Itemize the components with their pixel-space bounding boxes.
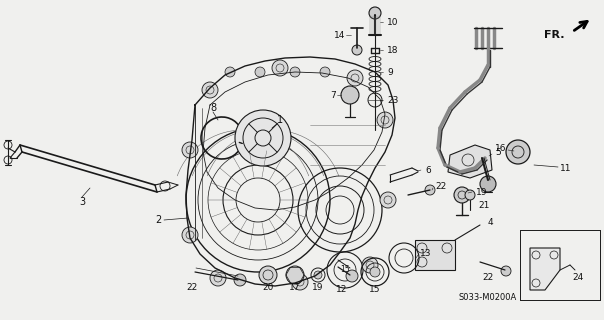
Circle shape xyxy=(347,70,363,86)
Text: 21: 21 xyxy=(478,201,489,210)
Circle shape xyxy=(292,274,308,290)
Polygon shape xyxy=(530,248,560,290)
Text: 22: 22 xyxy=(435,181,446,190)
Circle shape xyxy=(454,187,470,203)
Circle shape xyxy=(272,60,288,76)
Circle shape xyxy=(202,82,218,98)
Circle shape xyxy=(370,267,380,277)
Circle shape xyxy=(259,266,277,284)
Text: 9: 9 xyxy=(387,68,393,76)
Circle shape xyxy=(506,140,530,164)
Circle shape xyxy=(341,86,359,104)
Circle shape xyxy=(480,176,496,192)
Circle shape xyxy=(501,266,511,276)
Circle shape xyxy=(225,67,235,77)
Text: 5: 5 xyxy=(495,148,501,156)
Circle shape xyxy=(182,227,198,243)
Circle shape xyxy=(377,112,393,128)
Circle shape xyxy=(369,7,381,19)
Text: 20: 20 xyxy=(262,284,274,292)
Text: 6: 6 xyxy=(425,165,431,174)
Circle shape xyxy=(210,270,226,286)
Text: 19: 19 xyxy=(312,284,324,292)
Text: 22: 22 xyxy=(483,274,493,283)
Text: 7: 7 xyxy=(330,91,336,100)
Circle shape xyxy=(352,45,362,55)
Circle shape xyxy=(255,67,265,77)
Circle shape xyxy=(425,185,435,195)
Text: 11: 11 xyxy=(560,164,571,172)
Text: 19: 19 xyxy=(476,188,487,196)
Circle shape xyxy=(286,266,304,284)
Text: 2: 2 xyxy=(156,215,162,225)
Circle shape xyxy=(290,67,300,77)
Text: 1: 1 xyxy=(277,115,283,125)
Circle shape xyxy=(235,110,291,166)
Text: 14: 14 xyxy=(333,30,345,39)
Text: 10: 10 xyxy=(387,18,399,27)
Text: 15: 15 xyxy=(340,266,350,275)
Text: 8: 8 xyxy=(210,103,216,113)
Text: 24: 24 xyxy=(572,274,583,283)
Text: 17: 17 xyxy=(289,284,301,292)
Circle shape xyxy=(380,192,396,208)
Text: 23: 23 xyxy=(387,95,399,105)
Text: FR.: FR. xyxy=(544,30,565,40)
Polygon shape xyxy=(415,240,455,270)
Circle shape xyxy=(465,190,475,200)
Text: S033-M0200A: S033-M0200A xyxy=(459,293,517,302)
Text: 16: 16 xyxy=(495,143,506,153)
Circle shape xyxy=(234,274,246,286)
Circle shape xyxy=(314,271,322,279)
Circle shape xyxy=(346,270,358,282)
Text: 15: 15 xyxy=(369,285,381,294)
Circle shape xyxy=(362,257,378,273)
Text: 22: 22 xyxy=(187,283,198,292)
Text: 13: 13 xyxy=(420,250,431,259)
Text: 18: 18 xyxy=(387,45,399,54)
Circle shape xyxy=(320,67,330,77)
Polygon shape xyxy=(448,145,492,178)
Text: 3: 3 xyxy=(79,197,85,207)
Text: 12: 12 xyxy=(336,285,348,294)
Circle shape xyxy=(182,142,198,158)
Text: 4: 4 xyxy=(488,218,493,227)
